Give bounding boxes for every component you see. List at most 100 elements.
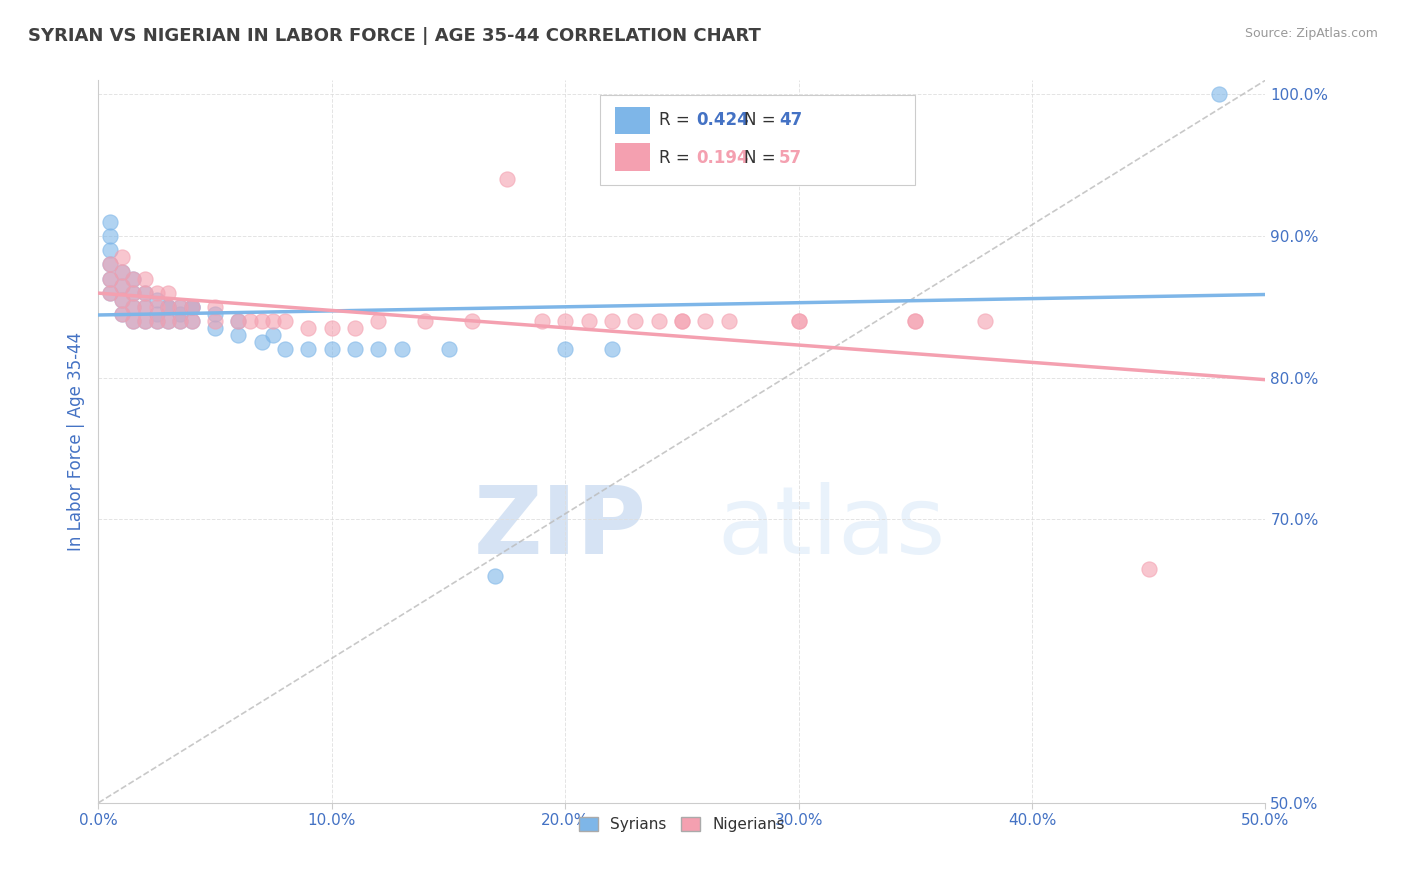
Point [204,300,226,314]
Text: R =: R = [658,149,695,167]
Y-axis label: In Labor Force | Age 35-44: In Labor Force | Age 35-44 [66,332,84,551]
FancyBboxPatch shape [616,143,651,170]
Point [122,300,145,314]
Text: atlas: atlas [717,483,945,574]
Point [98,215,121,229]
Point [157,314,180,328]
Point [671,314,693,328]
Point [530,314,553,328]
Point [111,264,134,278]
Point [262,314,284,328]
Point [146,314,169,328]
Point [904,314,927,328]
Point [554,314,576,328]
Point [134,314,156,328]
Point [146,293,169,307]
Point [1137,562,1160,576]
Point [180,300,202,314]
Point [484,569,506,583]
Point [134,285,156,300]
Point [600,343,623,357]
Point [169,314,191,328]
FancyBboxPatch shape [616,107,651,135]
Point [671,314,693,328]
Point [169,300,191,314]
Point [111,307,134,321]
Point [717,314,740,328]
Point [204,314,226,328]
Text: R =: R = [658,111,695,129]
Text: 0.424: 0.424 [696,111,748,129]
Point [344,321,367,335]
Point [111,307,134,321]
Point [157,300,180,314]
Point [111,278,134,293]
Text: 47: 47 [779,111,801,129]
Point [554,343,576,357]
Point [904,314,927,328]
Point [413,314,436,328]
Point [239,314,262,328]
Point [122,271,145,285]
Point [367,314,389,328]
Point [98,257,121,271]
Point [146,307,169,321]
Point [134,300,156,314]
Point [98,285,121,300]
Point [111,293,134,307]
Point [146,314,169,328]
Text: 57: 57 [779,149,801,167]
Point [157,314,180,328]
Point [111,264,134,278]
Point [134,314,156,328]
Point [228,328,250,343]
Point [297,321,319,335]
Text: ZIP: ZIP [474,483,647,574]
Point [134,271,156,285]
Point [204,321,226,335]
Point [122,314,145,328]
Point [98,271,121,285]
Point [974,314,997,328]
Point [228,314,250,328]
Point [157,285,180,300]
Point [391,343,413,357]
Point [146,285,169,300]
Text: N =: N = [744,149,780,167]
Point [321,321,343,335]
Point [98,285,121,300]
Point [297,343,319,357]
Point [122,285,145,300]
Point [367,343,389,357]
Point [111,278,134,293]
Point [98,271,121,285]
Point [157,300,180,314]
Point [169,314,191,328]
Point [321,343,343,357]
Point [180,300,202,314]
Point [695,314,717,328]
Point [1208,87,1230,102]
Point [134,300,156,314]
Point [98,257,121,271]
Point [228,314,250,328]
Point [180,314,202,328]
Point [647,314,669,328]
Point [250,314,273,328]
Point [787,314,810,328]
Point [461,314,484,328]
Point [122,300,145,314]
Legend: Syrians, Nigerians: Syrians, Nigerians [574,811,790,838]
Point [122,314,145,328]
Point [180,314,202,328]
Point [578,314,600,328]
Text: 0.194: 0.194 [696,149,748,167]
Point [111,251,134,265]
Point [111,293,134,307]
Point [274,343,297,357]
Point [262,328,284,343]
Point [122,271,145,285]
Point [274,314,297,328]
Text: N =: N = [744,111,780,129]
Point [624,314,647,328]
